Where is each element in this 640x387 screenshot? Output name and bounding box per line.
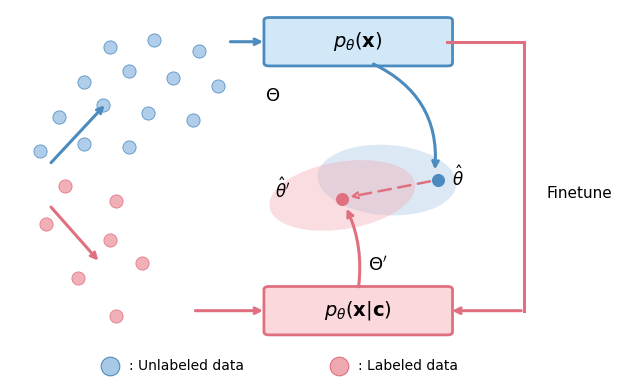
- Text: $\Theta$: $\Theta$: [265, 87, 280, 104]
- Point: [433, 177, 443, 183]
- FancyBboxPatch shape: [264, 17, 452, 66]
- FancyBboxPatch shape: [264, 286, 452, 335]
- Point: [337, 196, 348, 202]
- Point: [136, 260, 147, 266]
- Point: [60, 183, 70, 189]
- Point: [124, 67, 134, 74]
- Point: [143, 110, 153, 116]
- Point: [98, 102, 108, 108]
- Text: : Unlabeled data: : Unlabeled data: [129, 360, 244, 373]
- Ellipse shape: [269, 160, 415, 231]
- Text: : Labeled data: : Labeled data: [358, 360, 458, 373]
- Point: [124, 144, 134, 151]
- Point: [79, 79, 90, 85]
- Point: [104, 45, 115, 51]
- Point: [41, 221, 51, 227]
- Point: [149, 37, 159, 43]
- Point: [35, 148, 45, 154]
- Text: $\hat{\theta}$: $\hat{\theta}$: [452, 166, 464, 190]
- Point: [213, 83, 223, 89]
- Ellipse shape: [317, 145, 456, 216]
- Text: $p_{\theta}(\mathbf{x})$: $p_{\theta}(\mathbf{x})$: [333, 30, 383, 53]
- Text: $p_{\theta}(\mathbf{x}|\mathbf{c})$: $p_{\theta}(\mathbf{x}|\mathbf{c})$: [324, 299, 392, 322]
- Point: [54, 113, 64, 120]
- Point: [79, 140, 90, 147]
- Point: [104, 236, 115, 243]
- Text: $\hat{\theta}'$: $\hat{\theta}'$: [275, 177, 291, 202]
- Point: [168, 75, 179, 81]
- Point: [194, 48, 204, 55]
- Point: [111, 313, 121, 320]
- Point: [104, 363, 115, 370]
- Text: Finetune: Finetune: [546, 186, 612, 201]
- Point: [73, 275, 83, 281]
- Point: [111, 198, 121, 204]
- Point: [334, 363, 344, 370]
- Point: [188, 117, 198, 123]
- Text: $\Theta'$: $\Theta'$: [367, 255, 387, 274]
